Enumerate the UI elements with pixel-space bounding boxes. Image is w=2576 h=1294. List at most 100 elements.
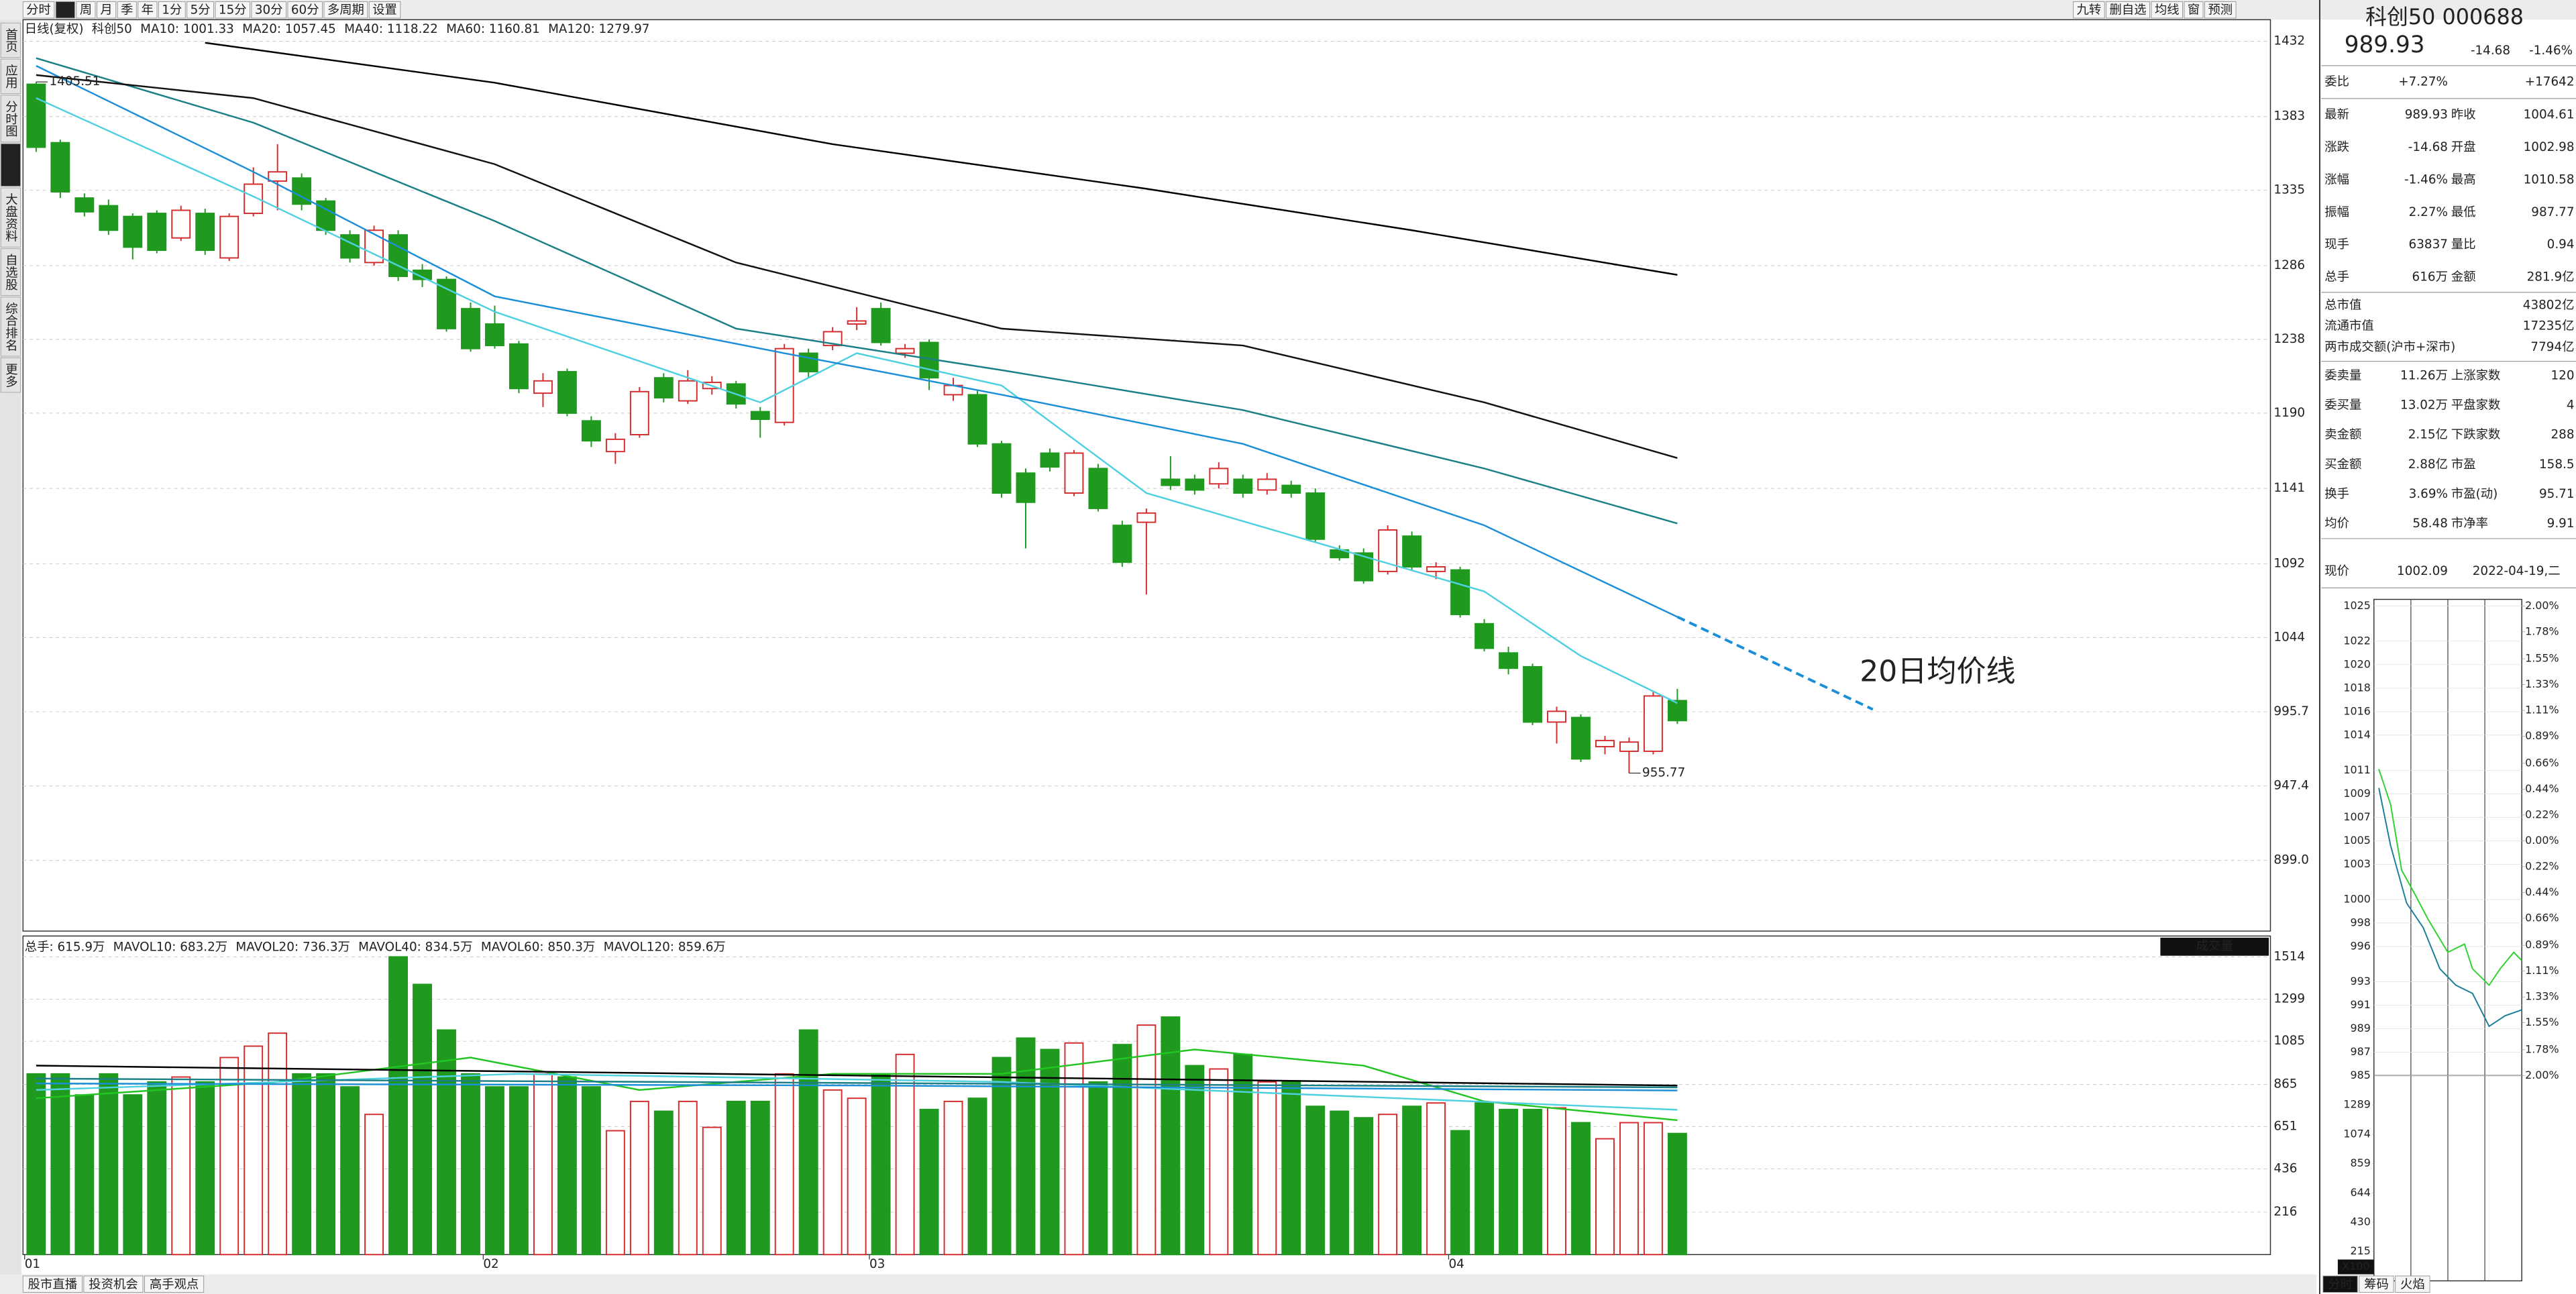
toolbar-button[interactable]: [323, 1, 368, 19]
toolbar-label[interactable]: 多周期: [327, 3, 364, 17]
ma-line: [36, 97, 1678, 704]
legend-entry: 总手: 615.9万: [25, 940, 105, 954]
quote-value: 1002.98: [2524, 140, 2575, 154]
toolbar-label[interactable]: 预测: [2208, 3, 2233, 17]
toolbar-button[interactable]: [251, 1, 287, 19]
toolbar-button[interactable]: [117, 1, 137, 19]
panel-tab[interactable]: [2359, 1275, 2394, 1293]
volume-bar: [388, 956, 409, 1256]
y-tick-label: 216: [2273, 1205, 2297, 1219]
volume-bar: [798, 1029, 818, 1256]
volume-bar: [750, 1100, 770, 1256]
candle-body: [1426, 566, 1446, 572]
volume-bar: [1354, 1117, 1374, 1256]
intraday-line: [2378, 769, 2522, 987]
y2-tick-label: 1.33%: [2525, 990, 2559, 1003]
bottom-tab-label[interactable]: 股市直播: [28, 1278, 77, 1292]
y2-tick-label: 0.00%: [2525, 834, 2559, 847]
volume-bar: [1499, 1108, 1519, 1256]
candle-body: [1499, 652, 1519, 669]
toolbar-label[interactable]: 窗: [2188, 3, 2200, 17]
sidebar-label[interactable]: 首页: [3, 28, 17, 53]
sidebar-label[interactable]: 应用: [3, 64, 17, 89]
ma-line: [36, 57, 1678, 525]
toolbar-label[interactable]: 5分: [191, 3, 211, 17]
sidebar-tab[interactable]: [0, 187, 21, 248]
toolbar-label[interactable]: 30分: [255, 3, 283, 17]
sidebar-label[interactable]: 大盘资料: [3, 193, 17, 241]
sidebar-tab[interactable]: [0, 22, 21, 58]
toolbar-button[interactable]: [22, 1, 55, 19]
sidebar-label[interactable]: 分时图: [3, 100, 17, 137]
toolbar-button[interactable]: [2151, 1, 2183, 19]
toolbar-button[interactable]: [2184, 1, 2204, 19]
toolbar-label[interactable]: 15分: [219, 3, 247, 17]
toolbar-button[interactable]: [97, 1, 117, 19]
toolbar-button[interactable]: [55, 1, 75, 19]
toolbar-label[interactable]: 均线: [2155, 3, 2180, 17]
sidebar-tab[interactable]: [0, 248, 21, 296]
toolbar-button[interactable]: [158, 1, 186, 19]
panel-tab-label[interactable]: 筹码: [2364, 1278, 2389, 1292]
sidebar-tab[interactable]: [0, 95, 21, 143]
toolbar-label[interactable]: 删自选: [2109, 3, 2146, 17]
panel-tab-label[interactable]: 分时: [2328, 1278, 2353, 1292]
sidebar-label[interactable]: K线图: [3, 149, 17, 182]
toolbar-button[interactable]: [287, 1, 323, 19]
toolbar-label[interactable]: 周: [80, 3, 92, 17]
candle-body: [147, 213, 167, 252]
y-tick-label: 1005: [2343, 834, 2370, 847]
volume-bar: [485, 1086, 504, 1256]
quote-value: 616万: [2412, 270, 2448, 284]
volume-bar: [822, 1089, 843, 1256]
y-tick-label: 1141: [2273, 481, 2305, 495]
volume-bar: [147, 1081, 167, 1256]
toolbar-label[interactable]: 月: [100, 3, 112, 17]
toolbar-button[interactable]: [76, 1, 96, 19]
toolbar-button[interactable]: [2204, 1, 2237, 19]
sidebar-tab[interactable]: [0, 58, 21, 95]
toolbar-button[interactable]: [2073, 1, 2105, 19]
sidebar-tab[interactable]: [0, 357, 21, 393]
panel-tab[interactable]: [2395, 1275, 2430, 1293]
candle-body: [557, 371, 577, 414]
toolbar-button[interactable]: [186, 1, 215, 19]
volume-tick-label: 644: [2350, 1186, 2370, 1199]
toolbar-button[interactable]: [215, 1, 251, 19]
quote-label: 市净率: [2451, 517, 2488, 531]
toolbar-button[interactable]: [2106, 1, 2150, 19]
bottom-tab[interactable]: [22, 1275, 83, 1293]
panel-tab[interactable]: [2322, 1275, 2358, 1293]
candle-body: [99, 205, 119, 231]
volume-bar: [1161, 1016, 1181, 1256]
y-tick-label: 996: [2350, 939, 2370, 952]
quote-value: +7.27%: [2398, 74, 2448, 89]
sidebar-tab[interactable]: [0, 296, 21, 357]
bottom-tab-label[interactable]: 高手观点: [150, 1278, 199, 1292]
bottom-tab[interactable]: [144, 1275, 205, 1293]
sidebar-tab[interactable]: [0, 143, 21, 187]
bottom-tab-label[interactable]: 投资机会: [89, 1278, 138, 1292]
candle-body: [413, 269, 432, 280]
sidebar-label[interactable]: 自选股: [3, 254, 17, 290]
toolbar-label[interactable]: 日: [59, 3, 71, 17]
toolbar-label[interactable]: 设置: [372, 3, 397, 17]
toolbar-button[interactable]: [138, 1, 158, 19]
toolbar-label[interactable]: 60分: [291, 3, 319, 17]
volume-label-box: [2160, 937, 2269, 956]
sidebar-label[interactable]: 综合排名: [3, 302, 17, 351]
toolbar-label[interactable]: 九转: [2077, 3, 2102, 17]
panel-tab-label[interactable]: 火焰: [2400, 1278, 2425, 1292]
y2-tick-label: 1.33%: [2525, 678, 2559, 690]
candle-body: [533, 380, 553, 394]
toolbar-label[interactable]: 季: [121, 3, 133, 17]
toolbar-label[interactable]: 分时: [26, 3, 51, 17]
bottom-tab[interactable]: [83, 1275, 144, 1293]
volume-bar: [268, 1032, 288, 1256]
toolbar-label[interactable]: 1分: [162, 3, 182, 17]
candle-body: [653, 377, 674, 398]
volume-bar: [461, 1073, 480, 1256]
toolbar-button[interactable]: [368, 1, 401, 19]
sidebar-label[interactable]: 更多: [3, 363, 17, 388]
toolbar-label[interactable]: 年: [142, 3, 154, 17]
